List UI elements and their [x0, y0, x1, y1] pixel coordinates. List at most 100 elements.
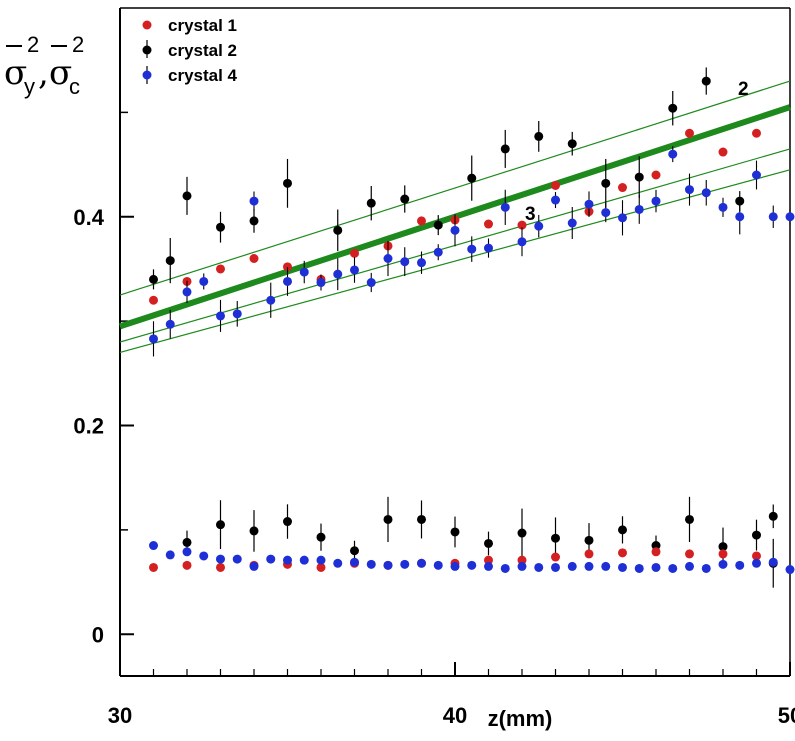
data-point	[584, 549, 594, 559]
data-point	[551, 533, 560, 543]
data-point	[651, 541, 661, 551]
ylabel-sup-1: 2	[27, 32, 39, 57]
data-point	[366, 278, 376, 288]
data-point	[752, 170, 761, 180]
data-point	[283, 276, 292, 286]
data-point	[182, 547, 192, 557]
data-point	[199, 276, 209, 286]
data-point	[785, 212, 795, 222]
data-point	[534, 221, 544, 231]
data-point	[551, 552, 560, 562]
data-point	[283, 555, 292, 565]
data-point	[768, 557, 778, 567]
data-point	[500, 202, 510, 212]
data-point	[484, 243, 493, 253]
axes	[119, 7, 791, 677]
ylabel-sup-2: 2	[72, 32, 84, 57]
data-point	[299, 555, 309, 565]
data-point	[651, 196, 661, 206]
data-point	[551, 195, 560, 205]
data-point	[149, 562, 158, 572]
data-point	[450, 527, 460, 537]
data-point	[149, 541, 158, 551]
ylabel-sigma-2: σ	[49, 53, 72, 93]
data-point	[149, 274, 158, 284]
data-point	[685, 549, 694, 559]
data-point	[752, 558, 761, 568]
x-tick-label: 50	[778, 703, 795, 728]
data-point	[752, 128, 761, 138]
data-point	[182, 191, 192, 201]
data-point	[433, 220, 443, 230]
data-point	[484, 219, 493, 229]
data-point	[216, 520, 225, 530]
ticks: 0 0.2 0.4 30 40 50	[73, 111, 795, 728]
legend-label-crystal-1: crystal 1	[168, 16, 237, 35]
data-point	[701, 188, 711, 198]
data-point	[534, 131, 544, 141]
data-point	[718, 542, 728, 552]
data-point	[383, 560, 393, 570]
data-point	[467, 244, 477, 254]
y-tick-label: 0	[92, 622, 104, 647]
data-point	[400, 257, 410, 267]
data-point	[618, 562, 627, 572]
data-point	[350, 265, 359, 275]
data-point	[517, 528, 527, 538]
data-point	[366, 559, 376, 569]
data-point	[182, 287, 192, 297]
data-point	[651, 547, 661, 557]
data-point	[785, 565, 795, 575]
data-point	[216, 264, 225, 274]
data-point	[701, 76, 711, 86]
data-point	[333, 269, 343, 279]
data-point	[668, 563, 678, 573]
data-point	[383, 254, 393, 263]
data-point	[450, 225, 460, 235]
data-point	[249, 196, 259, 206]
data-point	[634, 204, 644, 214]
data-point	[601, 178, 611, 188]
data-point	[283, 517, 292, 527]
data-point	[417, 514, 426, 524]
fit-lines: 123	[119, 79, 791, 354]
data-point	[316, 555, 326, 565]
data-point	[601, 208, 611, 218]
data-point	[567, 139, 577, 149]
data-point	[417, 216, 426, 226]
ylabel-sub-y: y	[24, 74, 35, 99]
data-point	[216, 554, 225, 564]
data-point	[768, 511, 778, 521]
data-point	[618, 183, 627, 193]
data-point	[551, 180, 560, 190]
data-point	[433, 560, 443, 570]
legend-label-crystal-2: crystal 2	[168, 41, 237, 60]
data-point	[484, 555, 493, 565]
data-point	[165, 319, 175, 329]
data-point	[718, 147, 728, 157]
data-point	[283, 262, 292, 272]
data-point	[685, 128, 694, 138]
legend-marker-crystal-2	[142, 45, 152, 55]
data-point	[400, 194, 410, 204]
data-point	[752, 551, 761, 561]
data-point	[199, 551, 209, 561]
legend-marker-crystal-1	[142, 20, 152, 30]
data-point	[735, 212, 745, 222]
data-point	[768, 212, 778, 222]
data-point	[735, 560, 745, 570]
data-point	[433, 247, 443, 257]
data-point	[299, 267, 309, 277]
data-point	[216, 222, 225, 232]
data-point	[450, 561, 460, 571]
data-point	[484, 538, 493, 548]
x-axis-title: z(mm)	[488, 706, 553, 731]
data-point	[584, 561, 594, 571]
data-point	[517, 220, 527, 230]
fit-line-label: 2	[738, 79, 749, 100]
legend: crystal 1 crystal 2 crystal 4	[142, 16, 238, 85]
data-point	[651, 562, 661, 572]
data-point	[249, 526, 259, 536]
data-point	[567, 561, 577, 571]
fit-line-label: 3	[525, 204, 536, 225]
